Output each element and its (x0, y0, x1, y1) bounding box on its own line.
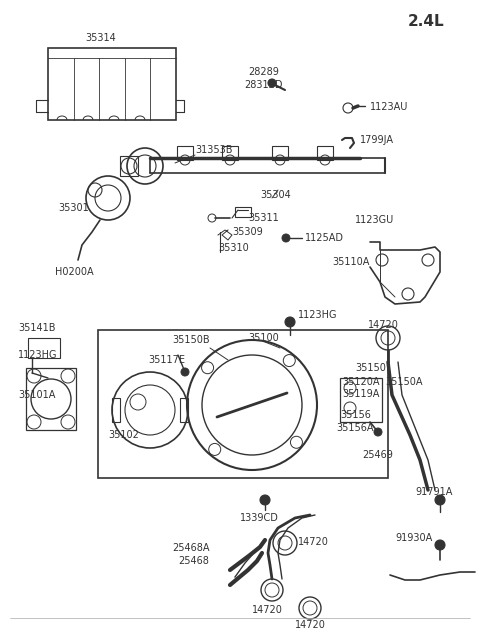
Text: 91930A: 91930A (395, 533, 432, 543)
Text: 28289: 28289 (248, 67, 279, 77)
Text: 35301: 35301 (58, 203, 89, 213)
Text: 35117E: 35117E (148, 355, 185, 365)
Text: 35150B: 35150B (172, 335, 210, 345)
Text: 2.4L: 2.4L (408, 14, 444, 30)
Text: 25469: 25469 (362, 450, 393, 460)
Text: 1123AU: 1123AU (370, 102, 408, 112)
Text: 35102: 35102 (108, 430, 139, 440)
Bar (272, 146, 288, 160)
Circle shape (435, 495, 445, 505)
Bar (26, 368, 76, 430)
Text: 35156: 35156 (340, 410, 371, 420)
Text: 25468: 25468 (178, 556, 209, 566)
Text: 35119A: 35119A (342, 389, 379, 399)
Bar (177, 146, 193, 160)
Text: 91791A: 91791A (415, 487, 452, 497)
Text: 35314: 35314 (85, 33, 116, 43)
Bar (222, 146, 238, 160)
Text: 28312D: 28312D (244, 80, 283, 90)
Text: 14720: 14720 (252, 605, 283, 615)
Bar (98, 330, 388, 478)
Text: 35156A: 35156A (336, 423, 373, 433)
Text: 14720: 14720 (298, 537, 329, 547)
Text: 25468A: 25468A (172, 543, 209, 553)
Text: 35310: 35310 (218, 243, 249, 253)
Text: 14720: 14720 (295, 620, 326, 629)
Text: 35100: 35100 (248, 333, 279, 343)
Text: 31353B: 31353B (195, 145, 232, 155)
Bar (340, 378, 382, 422)
Circle shape (374, 428, 382, 436)
Circle shape (282, 234, 290, 242)
Text: 35110A: 35110A (332, 257, 370, 267)
Text: 35304: 35304 (260, 190, 291, 200)
Bar (120, 156, 138, 176)
Text: 1799JA: 1799JA (360, 135, 394, 145)
Bar (317, 146, 333, 160)
Circle shape (285, 317, 295, 327)
Text: 35150: 35150 (355, 363, 386, 373)
Text: 1339CD: 1339CD (240, 513, 279, 523)
Bar (180, 398, 188, 422)
Text: 35309: 35309 (232, 227, 263, 237)
Circle shape (435, 540, 445, 550)
Bar (48, 48, 176, 120)
Bar (112, 398, 120, 422)
Text: 35311: 35311 (248, 213, 279, 223)
Circle shape (260, 495, 270, 505)
Text: 35150A: 35150A (385, 377, 422, 387)
Circle shape (268, 79, 276, 87)
Text: 1123GU: 1123GU (355, 215, 394, 225)
Text: 1123HG: 1123HG (298, 310, 337, 320)
Text: 1125AD: 1125AD (305, 233, 344, 243)
Text: H0200A: H0200A (55, 267, 94, 277)
Text: 35120A: 35120A (342, 377, 380, 387)
Bar (235, 207, 251, 217)
Text: 1123HG: 1123HG (18, 350, 58, 360)
Circle shape (181, 368, 189, 376)
Bar (28, 338, 60, 358)
Text: 35101A: 35101A (18, 390, 55, 400)
Text: 14720: 14720 (368, 320, 399, 330)
Text: 35141B: 35141B (18, 323, 56, 333)
